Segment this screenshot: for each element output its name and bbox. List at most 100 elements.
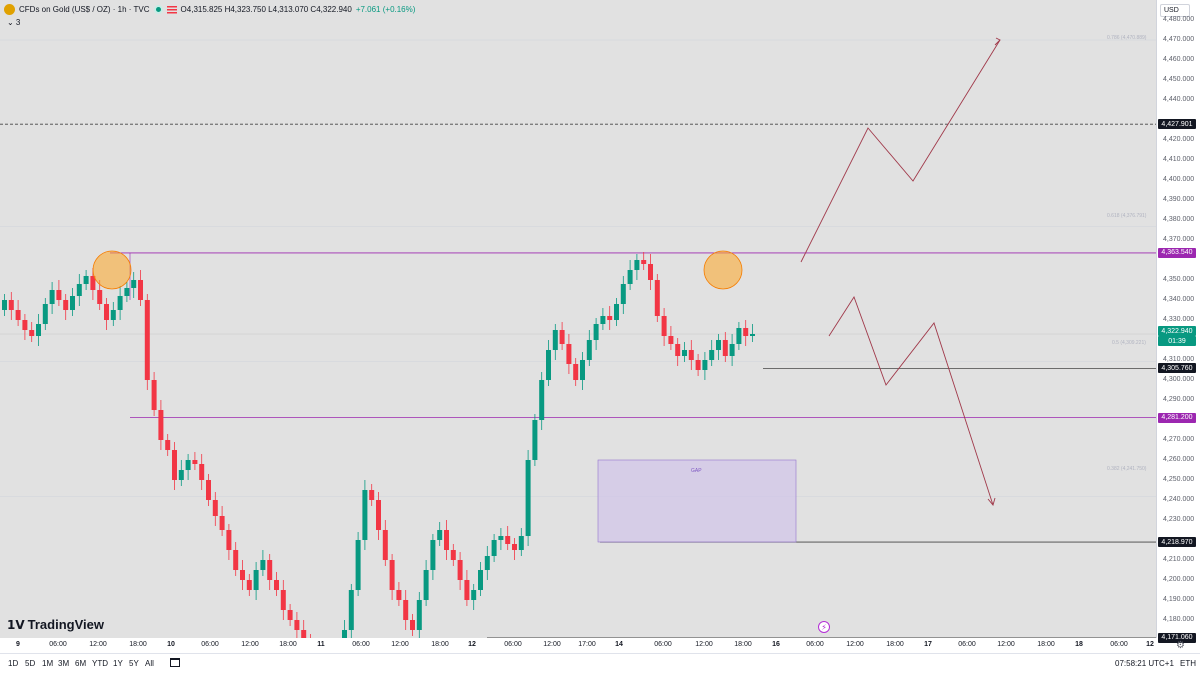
candle-body [260,560,266,570]
candle [580,352,585,390]
candle-body [274,580,279,590]
candle [178,460,184,486]
time-tick-label: 12:00 [391,641,409,648]
timeframe-button-1m[interactable]: 1M [42,659,54,668]
timeframe-button-5d[interactable]: 5D [25,659,36,668]
candle [274,572,279,596]
symbol-legend[interactable]: CFDs on Gold (US$ / OZ) · 1h · TVC O4,31… [4,4,415,15]
candle-body [695,360,701,370]
candle [750,324,755,342]
time-tick-label: 12:00 [241,641,259,648]
projection-paths [800,37,1001,506]
clock[interactable]: 07:58:21 UTC+1 [1115,659,1174,668]
candle-body [566,344,572,364]
candle [165,434,171,456]
indicators-collapse[interactable]: ⌄ 3 [7,18,21,27]
candle-body [743,328,749,336]
currency-selector[interactable]: USD [1160,4,1190,17]
tradingview-logo[interactable]: 𝟭𝗩 TradingView [7,617,104,632]
candle-body [641,260,647,264]
menu-icon[interactable] [166,5,177,14]
price-tag-resistance: 4,363.540 [1158,247,1196,258]
time-tick-label: 12 [468,641,476,648]
price-tag-support2: 4,281.200 [1158,412,1196,423]
fib-label: 0.786 (4,470.889) [1107,35,1147,41]
candle-body [464,580,470,600]
candle-body [355,540,361,590]
chart-area[interactable] [0,0,1156,638]
candle [158,400,164,450]
candle [342,620,347,638]
candle-body [22,320,28,330]
candle-body [525,460,531,536]
candle [648,254,653,290]
timeframe-button-5y[interactable]: 5Y [129,659,139,668]
price-tick-label: 4,200.000 [1163,576,1195,583]
time-tick-label: 18:00 [431,641,449,648]
timeframe-button-ytd[interactable]: YTD [92,659,108,668]
candle-body [226,530,232,550]
candle [722,332,728,362]
timeframe-button-1d[interactable]: 1D [8,659,19,668]
candle-body [702,360,708,370]
candle [410,614,415,636]
candle-body [49,290,55,304]
market-open-icon [153,5,163,14]
candle [593,318,599,350]
time-tick-label: 06:00 [958,641,976,648]
candle-body [675,344,681,356]
candle [478,562,483,596]
candle-body [63,300,69,310]
session-toggle[interactable]: ETH [1180,659,1196,668]
gap-zone [597,459,797,543]
candle [362,480,368,550]
price-tag-support1: 4,305.760 [1158,363,1196,374]
candle [654,274,660,322]
price-tick-label: 4,370.000 [1163,236,1195,243]
candle-body [627,270,633,284]
time-tick-label: 06:00 [352,641,370,648]
candle-body [362,490,368,540]
time-tick-label: 06:00 [504,641,522,648]
candle-body [376,500,381,530]
candle-body [634,260,640,270]
time-tick-label: 14 [615,641,623,648]
timeframe-button-6m[interactable]: 6M [75,659,87,668]
calendar-icon[interactable] [170,658,180,667]
candle [70,288,75,316]
candles [2,252,755,638]
bearish-projection-path [828,295,994,506]
price-tick-label: 4,410.000 [1163,156,1195,163]
candle [246,574,252,596]
candle [546,340,551,386]
price-scale[interactable] [1156,0,1200,638]
price-tick-label: 4,300.000 [1163,376,1195,383]
symbol-title[interactable]: CFDs on Gold (US$ / OZ) · 1h · TVC [19,5,150,14]
candle-body [709,350,715,360]
candle-body [716,340,721,350]
candle [709,340,715,366]
candle [430,534,436,580]
candle [294,612,300,638]
time-axis[interactable] [0,638,1156,653]
settings-gear-icon[interactable]: ⚙ [1176,640,1185,651]
candle [376,492,381,540]
candle [641,252,647,270]
timeframe-button-3m[interactable]: 3M [58,659,70,668]
candle [661,308,667,346]
flash-icon[interactable]: ⚡ [818,621,830,633]
candle-body [512,544,517,550]
candle-body [294,620,300,630]
candle [512,538,517,560]
timeframe-button-1y[interactable]: 1Y [113,659,123,668]
timeframe-button-all[interactable]: All [145,659,154,668]
candle-body [430,540,436,570]
candle [491,534,497,562]
price-tag-low: 4,171.060 [1158,632,1196,643]
candle [267,554,273,590]
candle [2,294,7,316]
arrow-head [987,497,996,506]
price-tick-label: 4,290.000 [1163,396,1195,403]
price-tick-label: 4,450.000 [1163,76,1195,83]
chart-canvas[interactable] [0,0,1156,638]
